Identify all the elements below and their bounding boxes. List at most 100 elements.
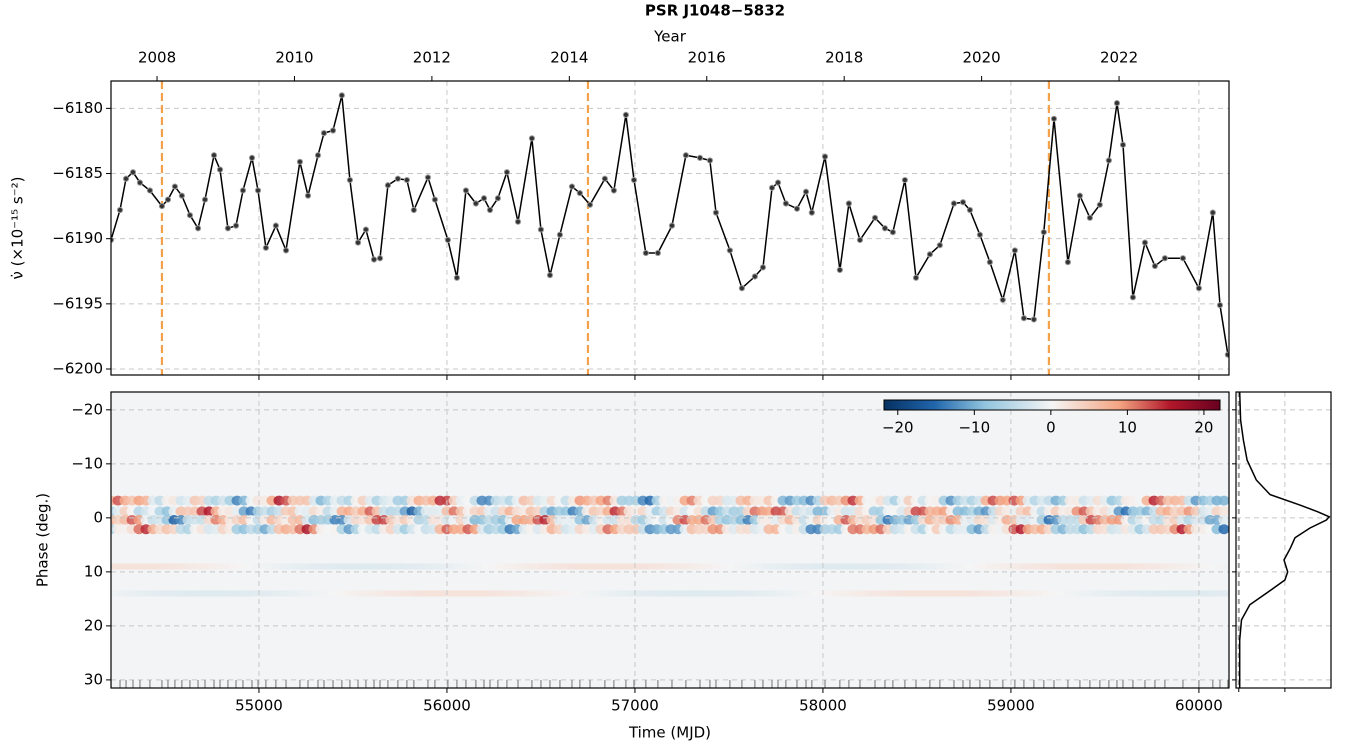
data-point	[622, 111, 630, 118]
data-point	[936, 242, 943, 249]
heatmap-texture	[909, 563, 916, 570]
axes-frame	[110, 80, 1230, 376]
heatmap-texture	[552, 563, 559, 570]
heatmap-texture	[1140, 563, 1147, 570]
heatmap-texture	[132, 563, 139, 570]
heatmap-texture	[874, 563, 881, 570]
heatmap-texture	[1105, 590, 1112, 597]
data-point	[136, 179, 144, 186]
data-point	[272, 222, 279, 229]
heatmap-texture	[321, 563, 328, 570]
heatmap-texture	[307, 563, 314, 570]
heatmap-texture	[657, 563, 664, 570]
heatmap-texture	[1168, 563, 1175, 570]
data-point	[122, 175, 130, 182]
heatmap-texture	[1112, 590, 1119, 597]
data-point	[836, 266, 843, 274]
heatmap-texture	[832, 563, 839, 570]
data-point	[514, 218, 522, 225]
colorbar-tick-label: 10	[1118, 419, 1137, 437]
heatmap-texture	[125, 590, 132, 597]
heatmap-texture	[181, 563, 188, 570]
heatmap-texture	[958, 590, 965, 597]
data-point	[1161, 255, 1168, 262]
heatmap-texture	[230, 563, 237, 570]
heatmap-texture	[741, 563, 748, 570]
data-point	[1030, 316, 1037, 323]
data-point	[494, 195, 501, 202]
heatmap-texture	[328, 590, 335, 597]
heatmap-texture	[132, 590, 139, 597]
heatmap-texture	[846, 590, 853, 597]
heatmap-texture	[622, 590, 629, 597]
heatmap-texture	[405, 590, 412, 597]
heatmap-texture	[146, 590, 153, 597]
x-tick-label: 57000	[611, 697, 659, 715]
heatmap-texture	[265, 563, 272, 570]
heatmap-texture	[412, 563, 419, 570]
heatmap-texture	[538, 563, 545, 570]
heatmap-texture	[902, 590, 909, 597]
data-point	[453, 274, 461, 281]
heatmap-texture	[664, 563, 671, 570]
heatmap-texture	[1175, 590, 1182, 597]
heatmap-texture	[209, 563, 216, 570]
data-point	[1096, 201, 1103, 208]
heatmap-texture	[755, 590, 762, 597]
heatmap-texture	[111, 563, 118, 570]
x2-tick-label: 2016	[688, 49, 726, 67]
data-point	[329, 127, 337, 134]
data-point	[1050, 115, 1058, 122]
heatmap-texture	[1098, 563, 1105, 570]
heatmap-texture	[727, 590, 734, 597]
heatmap-texture	[517, 590, 524, 597]
x2-tick-label: 2010	[275, 49, 313, 67]
heatmap-texture	[475, 563, 482, 570]
heatmap-texture	[566, 563, 573, 570]
heatmap-texture	[587, 590, 594, 597]
heatmap-texture	[951, 563, 958, 570]
heatmap-texture	[188, 590, 195, 597]
data-point	[296, 158, 304, 165]
heatmap-texture	[860, 563, 867, 570]
heatmap-texture	[650, 590, 657, 597]
heatmap-texture	[1161, 563, 1168, 570]
heatmap-texture	[643, 563, 650, 570]
heatmap-texture	[258, 563, 265, 570]
heatmap-texture	[405, 563, 412, 570]
data-point	[912, 274, 920, 281]
heatmap-texture	[1028, 563, 1035, 570]
heatmap-texture	[1112, 563, 1119, 570]
heatmap-texture	[881, 590, 888, 597]
heatmap-texture	[440, 563, 447, 570]
data-point	[1076, 192, 1084, 199]
heatmap-texture	[433, 563, 440, 570]
data-point	[889, 229, 896, 236]
data-point	[424, 174, 432, 181]
heatmap-texture	[1056, 590, 1063, 597]
heatmap-texture	[531, 563, 538, 570]
heatmap-texture	[867, 590, 874, 597]
y-tick-label: 0	[93, 508, 103, 526]
heatmap-texture	[489, 563, 496, 570]
heatmap-texture	[223, 590, 230, 597]
profile-line	[1238, 392, 1331, 688]
heatmap-texture	[720, 563, 727, 570]
heatmap-texture	[937, 590, 944, 597]
heatmap-texture	[1119, 590, 1126, 597]
x2-tick-label: 2012	[413, 49, 451, 67]
x2-tick-label: 2022	[1100, 49, 1138, 67]
heatmap-texture	[244, 590, 251, 597]
data-point	[410, 206, 417, 214]
heatmap-texture	[1056, 563, 1063, 570]
heatmap-texture	[153, 563, 160, 570]
heatmap-texture	[356, 563, 363, 570]
heatmap-texture	[713, 563, 720, 570]
heatmap-texture	[475, 590, 482, 597]
heatmap-texture	[839, 563, 846, 570]
y-tick-label: −6180	[52, 99, 103, 117]
heatmap-texture	[335, 563, 342, 570]
data-point	[546, 272, 554, 279]
heatmap-texture	[699, 590, 706, 597]
heatmap-texture	[713, 590, 720, 597]
